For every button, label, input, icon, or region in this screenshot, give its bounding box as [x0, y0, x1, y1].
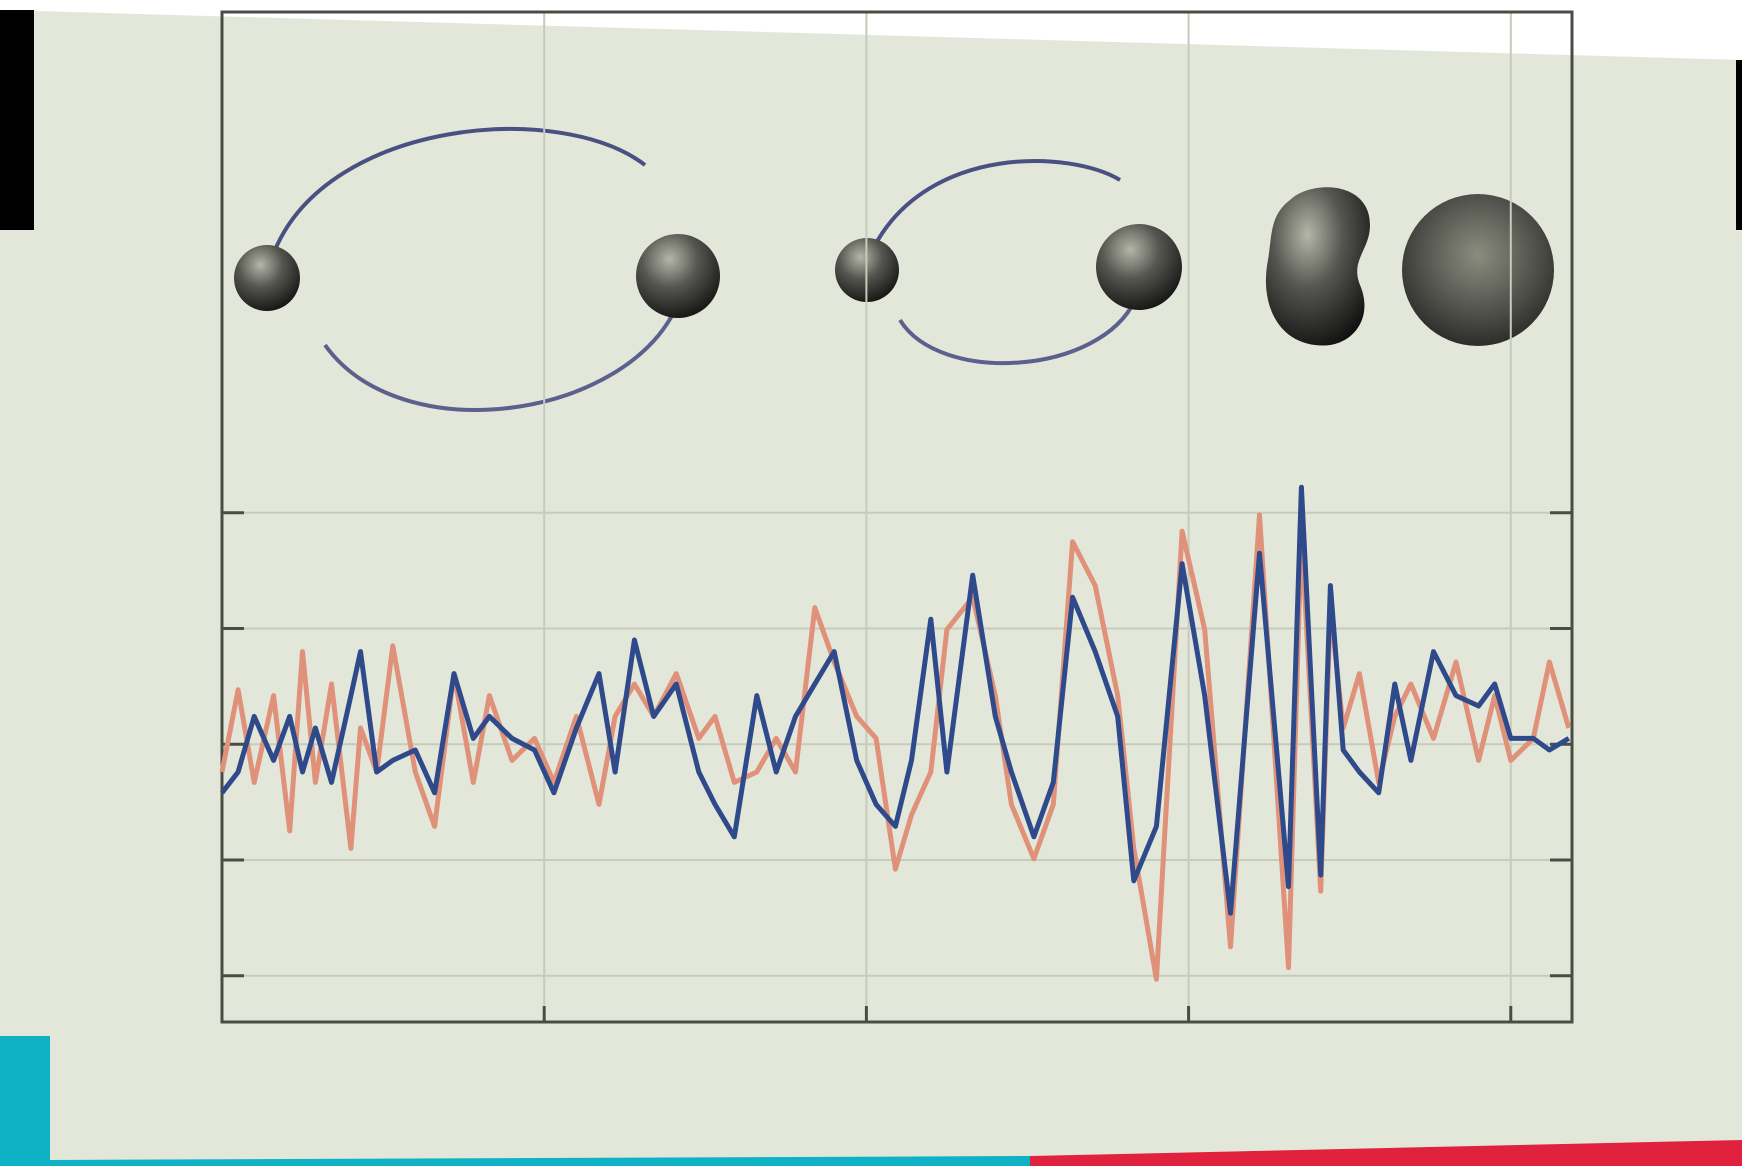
page: {"chart_data": {"type": "line", "x": [0,…	[0, 0, 1742, 1166]
chart	[0, 0, 1742, 1166]
black-bar	[0, 10, 34, 230]
teal-block	[0, 1036, 50, 1166]
background	[0, 0, 1742, 1166]
black-bar-right	[1736, 60, 1742, 230]
